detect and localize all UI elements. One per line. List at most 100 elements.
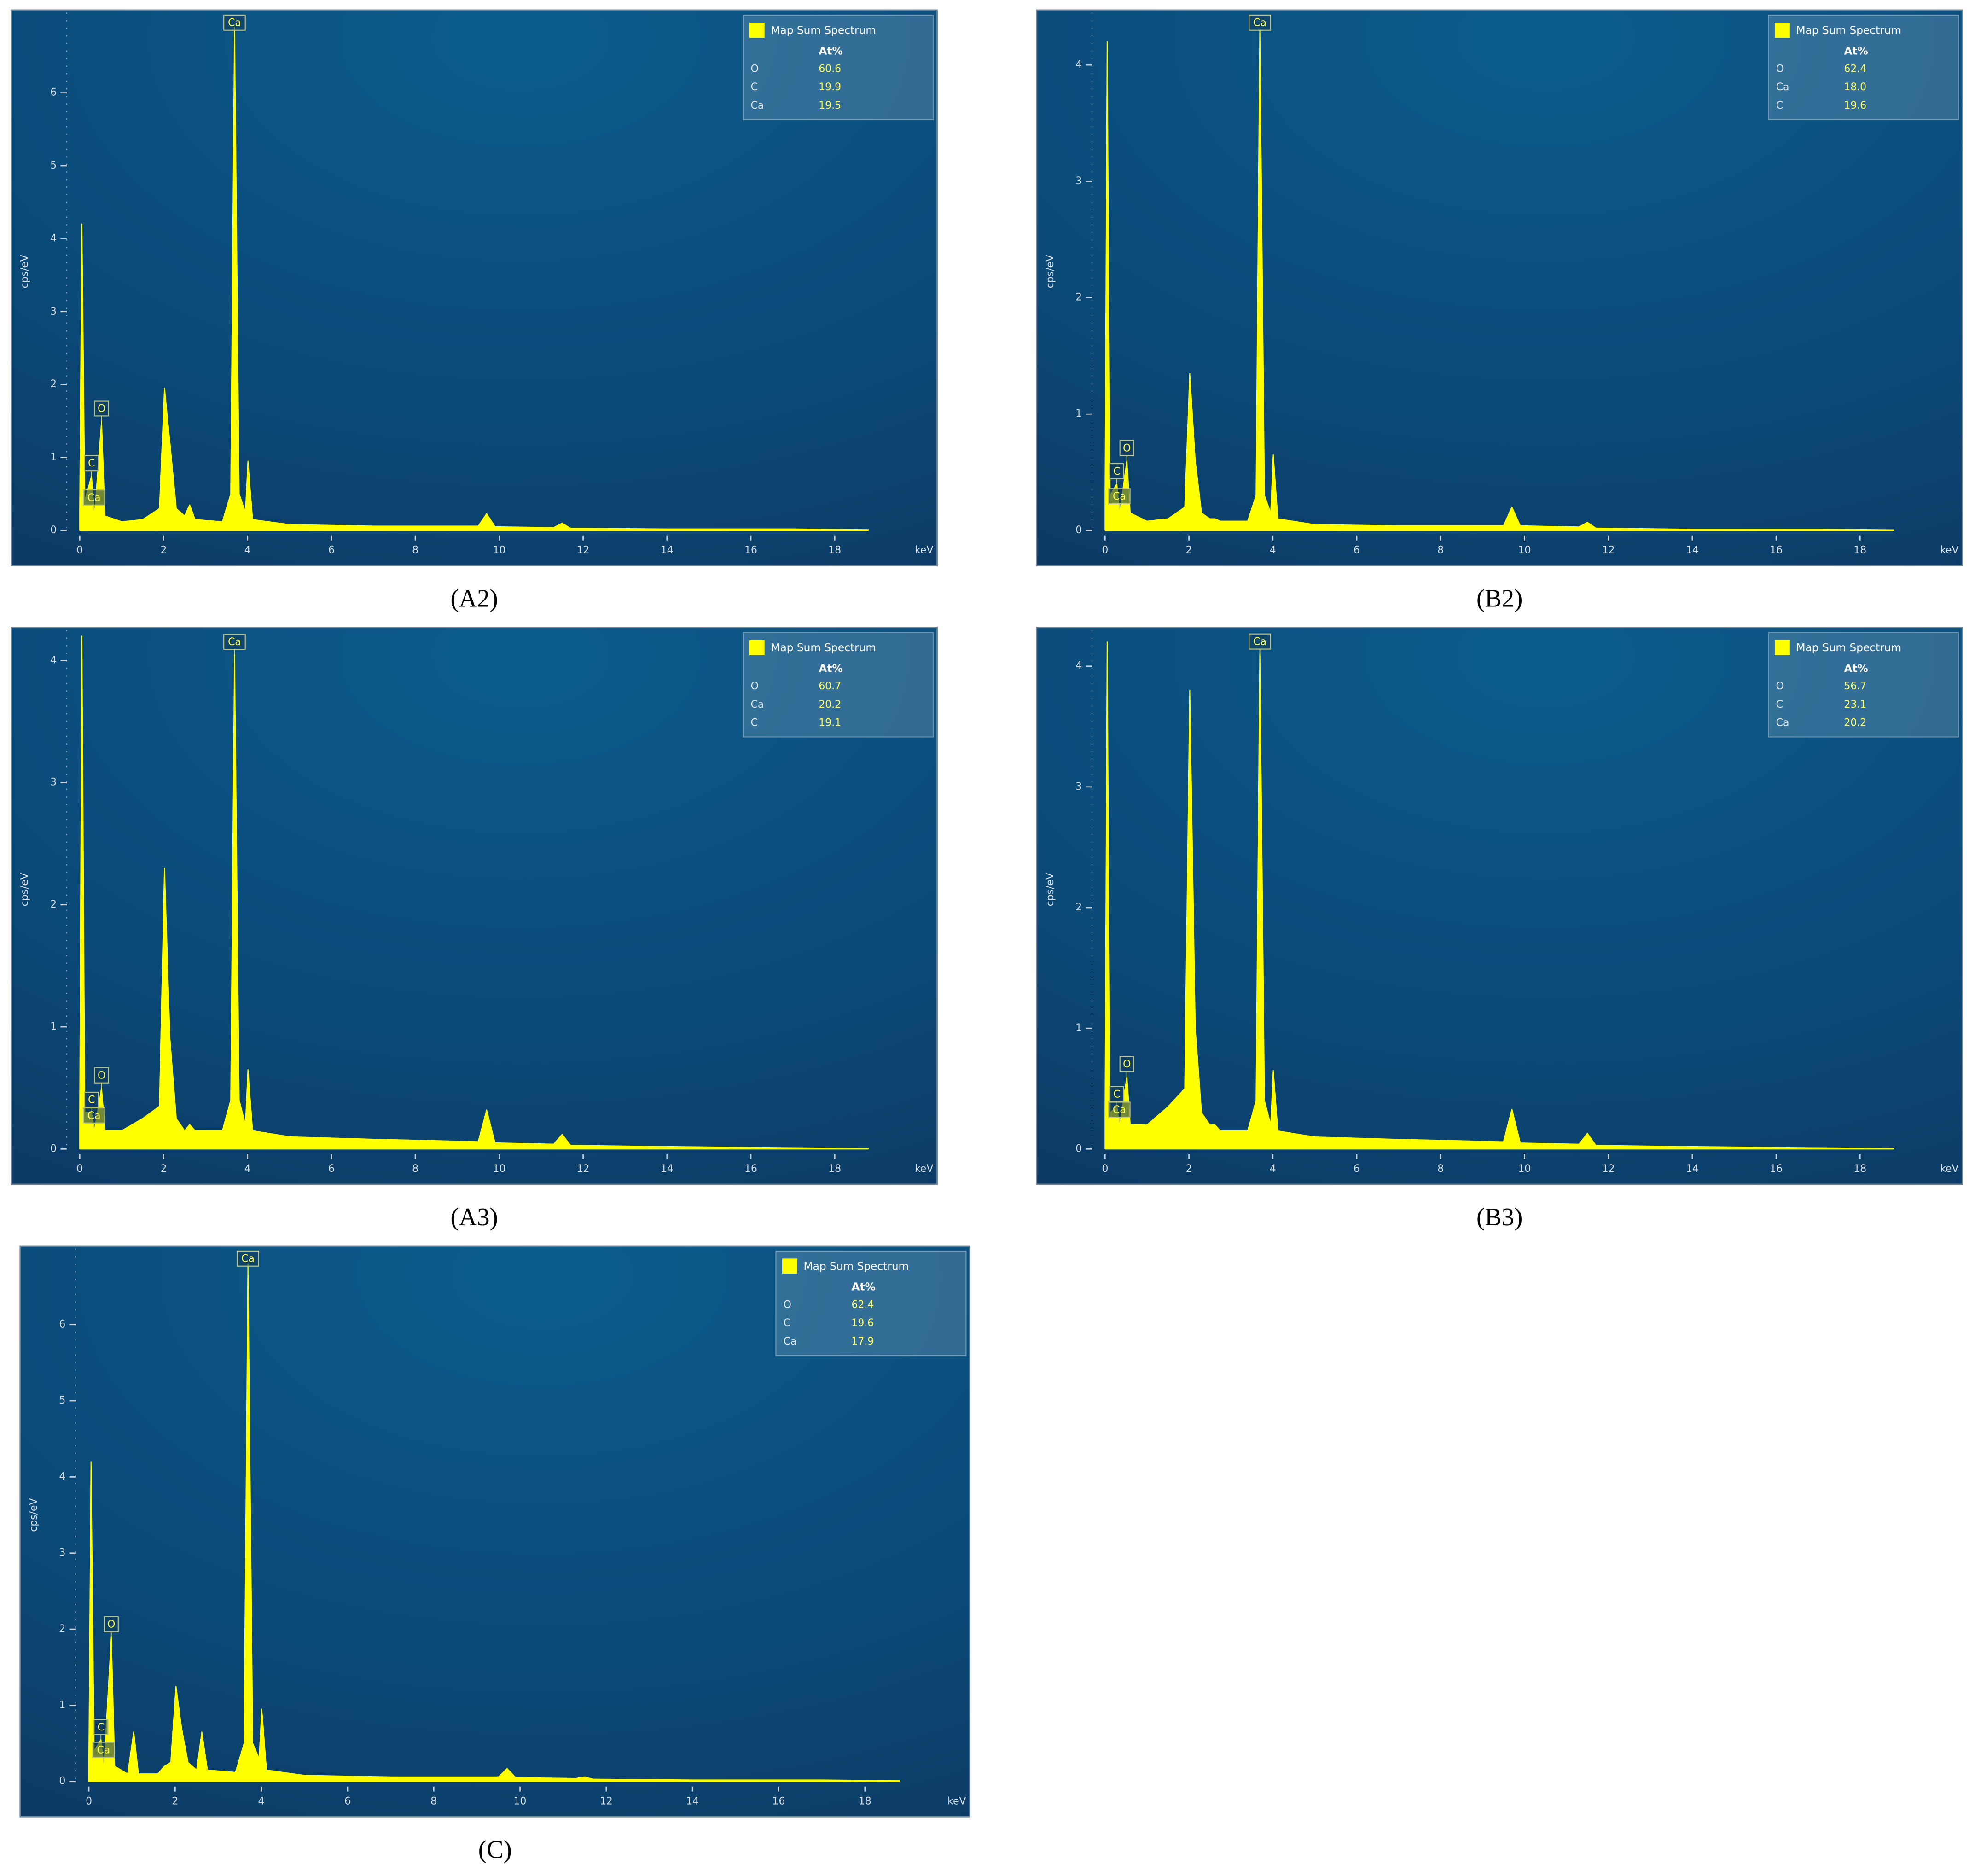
y-tick-label: 2 — [50, 899, 57, 910]
panel-caption: (A3) — [450, 1203, 498, 1231]
y-tick-label: 1 — [59, 1699, 65, 1711]
peak-label: C — [88, 458, 95, 469]
legend-box — [775, 1250, 967, 1357]
peak-label: Ca — [87, 1110, 101, 1122]
peak-label-box — [94, 1067, 109, 1084]
table-value: 18.0 — [1844, 82, 1866, 93]
x-tick-label: 6 — [1353, 1163, 1360, 1175]
peak-label: Ca — [1253, 17, 1266, 29]
table-element: O — [751, 64, 759, 75]
y-tick-label: 4 — [59, 1471, 65, 1482]
x-tick-label: 4 — [1270, 545, 1276, 556]
table-element: Ca — [1776, 717, 1789, 729]
table-header: At% — [819, 45, 842, 58]
table-element: O — [1776, 681, 1784, 692]
x-tick-label: 16 — [1770, 545, 1783, 556]
peak-label-box — [223, 14, 246, 31]
peak-label-box — [93, 1719, 109, 1735]
peak-label-box — [223, 634, 246, 650]
table-header: At% — [1844, 662, 1868, 675]
table-element: Ca — [751, 100, 764, 111]
y-tick-label: 5 — [59, 1395, 65, 1406]
y-tick-label: 3 — [59, 1547, 65, 1559]
peak-label: O — [1123, 443, 1131, 454]
peak-label: C — [98, 1722, 105, 1733]
y-tick-label: 0 — [1075, 1143, 1082, 1154]
peak-label: C — [88, 1095, 95, 1106]
x-tick-label: 8 — [1437, 1163, 1444, 1175]
x-tick-label: 18 — [1853, 1163, 1866, 1175]
x-tick-label: 12 — [1602, 545, 1615, 556]
table-element: O — [751, 681, 759, 692]
peak-label: O — [98, 403, 105, 414]
table-element: Ca — [784, 1336, 797, 1347]
x-tick-label: 8 — [430, 1796, 437, 1807]
x-tick-label: 2 — [1186, 545, 1192, 556]
x-tick-label: 14 — [1686, 1163, 1699, 1175]
legend-label: Map Sum Spectrum — [771, 641, 876, 654]
x-tick-label: 10 — [1518, 545, 1531, 556]
x-tick-label: 4 — [258, 1796, 265, 1807]
y-tick-label: 2 — [59, 1623, 65, 1635]
y-tick-label: 0 — [50, 1143, 57, 1154]
peak-label: Ca — [241, 1253, 255, 1265]
x-tick-label: 14 — [661, 545, 674, 556]
x-tick-label: 16 — [744, 545, 757, 556]
x-tick-label: 18 — [859, 1796, 871, 1807]
x-tick-label: 16 — [1770, 1163, 1783, 1175]
x-tick-label: 4 — [244, 1163, 251, 1175]
y-tick-label: 0 — [50, 524, 57, 536]
peak-label-box — [82, 1107, 105, 1124]
y-tick-label: 2 — [1075, 902, 1082, 913]
y-axis-label: cps/eV — [1045, 873, 1056, 906]
x-tick-label: 0 — [86, 1796, 92, 1807]
peak-label-box — [84, 455, 99, 472]
y-tick-label: 0 — [1075, 524, 1082, 536]
y-tick-label: 1 — [1075, 1022, 1082, 1034]
y-tick-label: 4 — [1075, 660, 1082, 672]
table-value: 62.4 — [852, 1299, 874, 1311]
y-tick-label: 6 — [59, 1319, 65, 1330]
peak-label-box — [84, 1091, 99, 1108]
table-value: 56.7 — [1844, 681, 1866, 692]
x-tick-label: 0 — [1102, 545, 1108, 556]
peak-label-box — [92, 1742, 115, 1758]
y-tick-label: 2 — [50, 379, 57, 390]
table-value: 20.2 — [1844, 717, 1866, 729]
x-tick-label: 14 — [661, 1163, 674, 1175]
x-tick-label: 0 — [76, 1163, 83, 1175]
x-tick-label: 18 — [828, 1163, 841, 1175]
x-tick-label: 10 — [493, 545, 505, 556]
table-value: 23.1 — [1844, 699, 1866, 711]
x-tick-label: 10 — [514, 1796, 527, 1807]
panel-caption: (C) — [478, 1835, 512, 1864]
table-element: C — [751, 717, 758, 729]
x-tick-label: 8 — [412, 1163, 418, 1175]
peak-label: O — [107, 1619, 115, 1631]
y-tick-label: 5 — [50, 160, 57, 171]
x-tick-label: 12 — [577, 1163, 590, 1175]
table-value: 19.9 — [819, 82, 841, 93]
x-tick-label: 10 — [1518, 1163, 1531, 1175]
y-tick-label: 3 — [50, 777, 57, 788]
peak-label: Ca — [228, 636, 241, 648]
legend-swatch — [749, 23, 765, 38]
peak-label: Ca — [1253, 636, 1266, 647]
peak-label: O — [1123, 1059, 1131, 1070]
panel-caption: (B2) — [1476, 584, 1522, 612]
peak-label-box — [1109, 463, 1124, 479]
y-tick-label: 1 — [50, 452, 57, 463]
x-tick-label: 4 — [244, 545, 251, 556]
peak-label-box — [1119, 440, 1134, 456]
x-axis-label: keV — [915, 1163, 933, 1175]
y-tick-label: 2 — [1075, 292, 1082, 303]
x-tick-label: 2 — [161, 545, 167, 556]
legend-label: Map Sum Spectrum — [771, 24, 876, 37]
table-header: At% — [852, 1281, 876, 1293]
legend-swatch — [782, 1258, 797, 1274]
table-element: Ca — [1776, 82, 1789, 93]
